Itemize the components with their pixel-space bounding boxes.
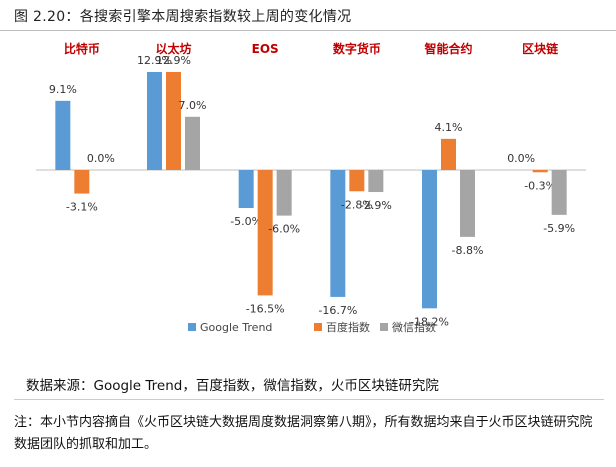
data-label: -3.1% [66,201,98,214]
bar [238,170,254,208]
data-label: 0.0% [87,152,115,165]
legend-swatch [188,323,196,331]
category-label: 区块链 [522,41,559,56]
data-label: -8.8% [452,244,484,257]
footnote: 注：本小节内容摘自《火币区块链大数据周度数据洞察第八期》，所有数据均来自于火币区… [14,415,593,452]
category-label: EOS [252,42,279,56]
legend-label: 微信指数 [392,320,436,334]
bar [276,170,292,216]
bar [460,170,475,237]
divider [14,399,604,400]
data-label: -5.0% [230,215,262,228]
data-label: -2.9% [360,199,392,212]
category-label: 智能合约 [423,41,472,56]
data-label: 12.9% [137,54,172,67]
bar [441,138,456,170]
legend-swatch [380,323,388,331]
data-label: -16.7% [318,304,357,317]
data-label: -0.3% [524,179,556,192]
category-label: 数字货币 [333,41,381,56]
bar [185,116,200,170]
data-label: -18.2% [410,315,449,328]
bar [55,100,71,170]
data-label: 0.0% [507,152,535,165]
category-label: 以太坊 [155,41,191,56]
data-label: 7.0% [179,99,207,112]
legend-label: 百度指数 [326,320,370,334]
bar-chart: 比特币 以太坊 EOS 数字货币 智能合约 区块链 9.1% 12.9% -5.0% -16.7%… [36,41,586,334]
bar [422,170,437,309]
data-label: -6.0% [268,223,300,236]
data-label: -16.5% [246,302,285,315]
data-source: 数据来源：Google Trend，百度指数，微信指数，火币区块链研究院 [26,378,439,394]
bar [330,170,346,297]
bar [74,170,90,194]
data-label: -2.8% [341,198,373,211]
bar [147,71,162,170]
figure-title: 图 2.20：各搜索引擎本周搜索指数较上周的变化情况 [14,9,352,25]
bar [349,170,365,192]
bar [166,71,181,170]
category-label: 比特币 [64,41,100,56]
data-label: 4.1% [435,121,463,134]
chart-area: 比特币 以太坊 EOS 数字货币 智能合约 区块链 9.1% 12.9% -5.0% -16.7%… [0,31,616,371]
legend-swatch [314,323,322,331]
data-label: 12.9% [156,54,191,67]
bar [532,170,548,173]
legend-label: Google Trend [200,321,272,334]
figure-header: 图 2.20：各搜索引擎本周搜索指数较上周的变化情况 [0,0,616,31]
data-label: 9.1% [49,83,77,96]
bar [257,170,273,296]
bar [368,170,384,193]
data-label: -5.9% [543,222,575,235]
bar [551,170,567,215]
